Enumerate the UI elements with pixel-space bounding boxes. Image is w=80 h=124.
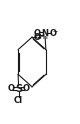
Text: CH₃: CH₃ xyxy=(36,34,48,40)
Text: O: O xyxy=(33,33,40,42)
Text: O: O xyxy=(7,84,14,93)
Text: O: O xyxy=(23,84,30,93)
Text: O: O xyxy=(50,29,57,38)
Text: N: N xyxy=(42,29,49,38)
Text: −: − xyxy=(53,28,58,33)
Text: O: O xyxy=(33,29,40,38)
Text: Cl: Cl xyxy=(14,96,23,105)
Text: S: S xyxy=(15,84,22,94)
